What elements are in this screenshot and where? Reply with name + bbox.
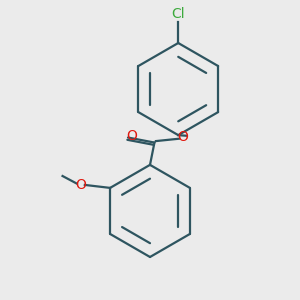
Text: O: O	[75, 178, 86, 192]
Text: O: O	[177, 130, 188, 144]
Text: O: O	[127, 129, 138, 143]
Text: Cl: Cl	[171, 7, 185, 21]
